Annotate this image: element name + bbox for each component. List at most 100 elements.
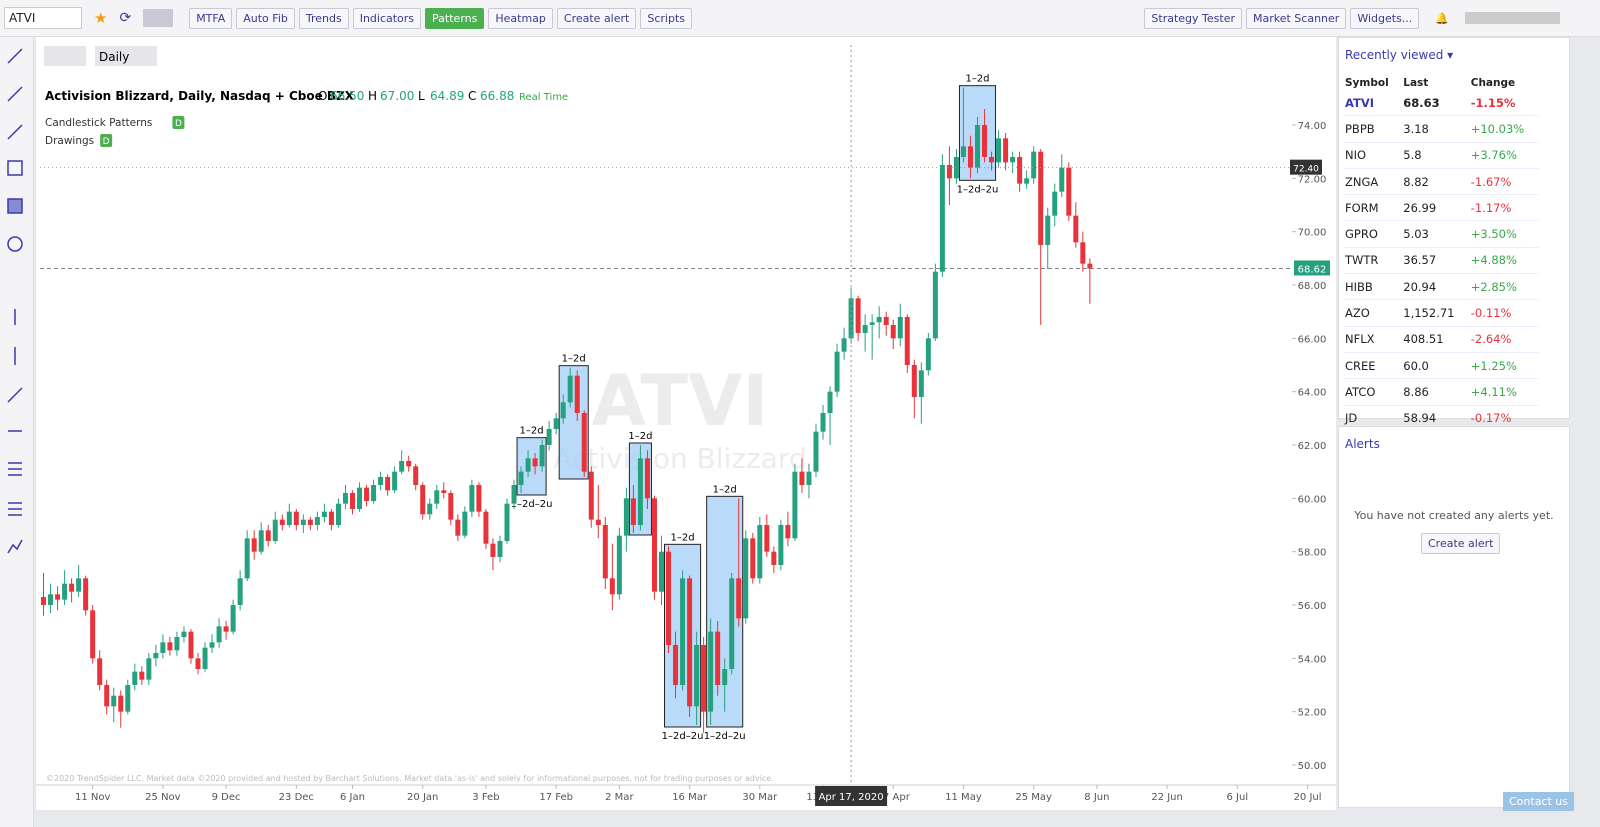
x-tick-label: 20 Jan [407, 792, 438, 803]
candle-body [139, 671, 145, 680]
candle-body [167, 642, 173, 651]
cell: ATVI [1345, 95, 1375, 110]
candle-body [1010, 157, 1016, 163]
toolbar-button[interactable]: Indicators [352, 7, 422, 29]
toolbar-button[interactable]: Trends [298, 7, 349, 29]
toolbar-button[interactable]: Strategy Tester [1144, 7, 1242, 29]
candle-body [708, 631, 714, 712]
symbol-input[interactable]: ATVI [4, 7, 82, 29]
toolbar-button[interactable]: Create alert [556, 7, 637, 29]
toolbar-button[interactable]: Patterns [425, 7, 485, 29]
candle-body [911, 365, 917, 397]
panel-title[interactable]: Recently viewed ▾ [1345, 48, 1454, 62]
candle-body [160, 642, 166, 653]
candle-body [539, 445, 545, 467]
watchlist-row[interactable]: TWTR 36.57 +4.88% [1343, 247, 1539, 274]
toolbar-button[interactable]: MTFA [189, 7, 233, 29]
toolbar-button[interactable]: Scripts [640, 7, 692, 29]
tool-icon[interactable] [7, 160, 23, 176]
watchlist-row[interactable]: ZNGA 8.82 -1.67% [1343, 168, 1539, 195]
candle-body [279, 519, 285, 525]
y-tick-label: 60.00 [1298, 494, 1327, 505]
toolbar-button[interactable]: Widgets... [1350, 7, 1420, 29]
watchlist-row[interactable]: HIBB 20.94 +2.85% [1343, 274, 1539, 300]
watchlist-row[interactable]: ATVI 68.63 -1.15% [1343, 90, 1539, 116]
legend-value: 66.50 [330, 89, 364, 103]
candle-body [925, 338, 931, 371]
cell: 1,152.71 [1403, 306, 1455, 321]
cell: +10.03% [1470, 121, 1525, 136]
bell-icon[interactable]: 🔔 [1435, 11, 1449, 25]
tool-icon[interactable] [7, 387, 23, 403]
pattern-label: 1–2d–2u [957, 184, 999, 195]
watchlist-row[interactable]: PBPB 3.18 +10.03% [1343, 116, 1539, 143]
refresh-icon[interactable]: ⟳ [119, 10, 132, 26]
contact-button[interactable]: Contact us [1503, 792, 1574, 811]
pattern-label: 1–2d [713, 484, 737, 495]
cell: HIBB [1345, 279, 1373, 294]
cell: 36.57 [1403, 253, 1437, 268]
cell: 5.03 [1403, 227, 1429, 242]
candle-body [448, 493, 454, 520]
top-toolbar: ATVI ★ ⟳ MTFA Auto Fib Trends Indicators Pat… [0, 0, 1600, 37]
toolbar-button[interactable]: Auto Fib [236, 7, 295, 29]
tool-icon[interactable] [8, 502, 22, 516]
favorite-icon[interactable]: ★ [94, 9, 108, 27]
candle-body [792, 471, 798, 539]
tool-icon[interactable] [7, 124, 23, 140]
watchlist-row[interactable]: ATCO 8.86 +4.11% [1343, 379, 1539, 406]
candle-body [996, 138, 1002, 163]
candle-body [799, 471, 805, 485]
x-tick-label: 30 Mar [742, 792, 778, 803]
tool-icon[interactable] [7, 198, 23, 214]
candle-body [1080, 242, 1086, 264]
candle-body [195, 658, 201, 669]
candle-body [392, 471, 398, 491]
tool-icon[interactable] [8, 462, 22, 476]
cell: -0.11% [1470, 306, 1512, 321]
candle-body [630, 498, 636, 525]
y-tick-label: 56.00 [1298, 601, 1327, 612]
tool-icon[interactable] [7, 86, 23, 102]
toolbar-button[interactable]: Heatmap [488, 7, 553, 29]
y-tick-label: 70.00 [1298, 228, 1327, 239]
watchlist-row[interactable]: NIO 5.8 +3.76% [1343, 142, 1539, 169]
candle-body [55, 594, 61, 600]
candle-body [1059, 167, 1065, 192]
watchlist-row[interactable]: AZO 1,152.71 -0.11% [1343, 300, 1539, 327]
legend-key: C [468, 89, 476, 103]
cell: JD [1345, 411, 1358, 426]
candle-body [750, 538, 756, 579]
toolbar-button[interactable]: Market Scanner [1246, 7, 1347, 29]
tool-icon[interactable] [7, 236, 23, 252]
candle-body [272, 519, 278, 541]
x-tick-label: 11 Nov [75, 792, 111, 803]
tool-icon[interactable] [7, 539, 23, 554]
watchlist-row[interactable]: GPRO 5.03 +3.50% [1343, 221, 1539, 248]
cell: -2.64% [1470, 332, 1512, 347]
candle-body [209, 642, 215, 648]
legend-key: L [418, 89, 425, 103]
color-picker[interactable] [143, 9, 174, 27]
study-badge-bg [172, 116, 185, 129]
watchlist-row[interactable]: CREE 60.0 +1.25% [1343, 352, 1539, 379]
button-group: MTFA Auto Fib Trends Indicators Patterns Heat… [189, 7, 692, 29]
candle-body [41, 597, 47, 605]
candle-body [1045, 215, 1051, 245]
watchlist-row[interactable]: FORM 26.99 -1.17% [1343, 195, 1539, 221]
pattern-label: 1–2d [671, 532, 695, 543]
interval-select[interactable] [95, 46, 157, 66]
table-header: Symbol Last Change [1343, 76, 1539, 90]
candle-body [300, 519, 306, 525]
create-alert-button[interactable]: Create alert [1421, 533, 1501, 554]
candle-body [1066, 167, 1072, 216]
legend-value: 64.89 [430, 89, 464, 103]
watchlist-row[interactable]: NFLX 408.51 -2.64% [1343, 326, 1539, 353]
watermark-symbol: ATVI [592, 360, 769, 442]
tool-icon[interactable] [7, 48, 23, 64]
candle-body [357, 487, 363, 509]
candle-body [820, 413, 826, 432]
candle-body [483, 511, 489, 544]
crosshair-date: Apr 17, 2020 [819, 792, 884, 803]
